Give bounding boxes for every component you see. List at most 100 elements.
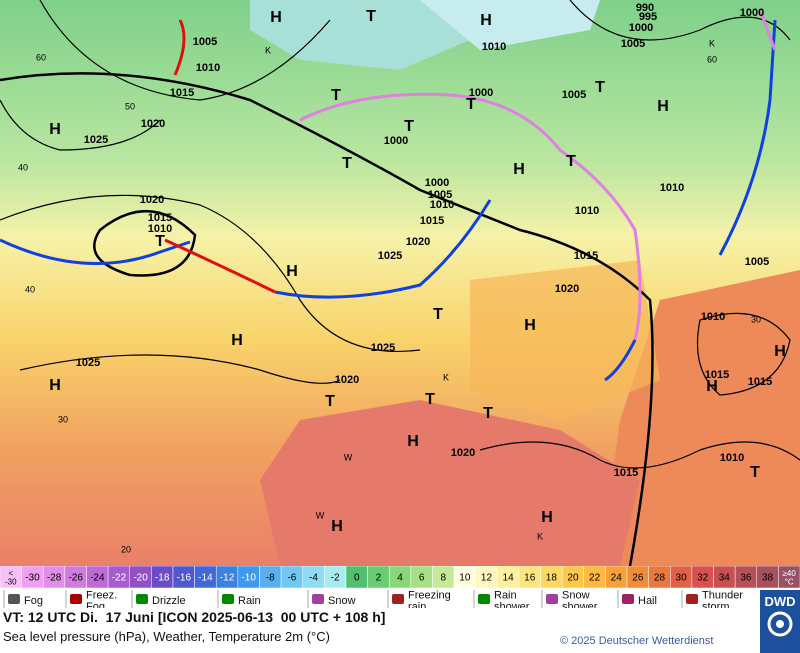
pressure-center: H (657, 98, 669, 115)
scale-label: -26 (68, 573, 83, 584)
scale-label: -14 (198, 573, 213, 584)
scale-label: -22 (112, 573, 127, 584)
scale-label: -24 (90, 573, 105, 584)
isobar-label: 1010 (148, 223, 172, 235)
fronts (0, 9, 777, 382)
cold-area (420, 0, 600, 50)
scale-label: 30 (676, 573, 688, 584)
copyright: © 2025 Deutscher Wetterdienst (560, 635, 714, 647)
legend-symbol (312, 594, 324, 604)
pressure-center: H (286, 263, 298, 280)
map-note: W (316, 510, 325, 520)
scale-label: 20 (567, 573, 579, 584)
isobar-label: 1025 (378, 250, 402, 262)
pressure-center: H (541, 509, 553, 526)
pressure-center: H (513, 161, 525, 178)
scale-label: -20 (133, 573, 148, 584)
legend-symbol (392, 594, 404, 604)
isobar-label: 1000 (469, 87, 493, 99)
legend-label: Hail (638, 595, 657, 607)
isobars (0, 0, 800, 567)
pressure-center: T (366, 8, 376, 25)
pressure-center: T (331, 87, 341, 104)
map-note: W (344, 452, 353, 462)
info: VT: 12 UTC Di. 17 Juni [ICON 2025-06-13 … (0, 608, 760, 653)
map-note: K (443, 372, 449, 382)
pressure-center: H (231, 332, 243, 349)
map-note: 30 (751, 314, 761, 324)
legend-symbol (222, 594, 234, 604)
isobar-label: 1010 (701, 311, 725, 323)
scale-label: -6 (287, 573, 296, 584)
pressure-center: T (342, 155, 352, 172)
scale-label: -10 (241, 573, 256, 584)
isobar-label: 1005 (193, 36, 217, 48)
map-note: K (709, 38, 715, 48)
legend-symbol (622, 594, 634, 604)
scale-label: 16 (524, 573, 536, 584)
isobar-label: 1005 (428, 189, 452, 201)
legend-symbol (686, 594, 698, 604)
scale-label: 4 (397, 573, 403, 584)
pressure-center: T (595, 79, 605, 96)
warm-area (260, 400, 640, 566)
map-note: 60 (707, 54, 717, 64)
isobar-label: 1015 (748, 376, 772, 388)
pressure-center: T (404, 118, 414, 135)
legend-label: Snow (328, 595, 356, 607)
scale-label: 24 (611, 573, 623, 584)
isobar-label: 1000 (740, 7, 764, 19)
legend-label: Fog (24, 595, 43, 607)
scale-label: 10 (459, 573, 471, 584)
scale-label: -16 (177, 573, 192, 584)
isobar-label: 1015 (705, 369, 729, 381)
map-note: 40 (25, 284, 35, 294)
scale-label: ≥40 °C (783, 569, 797, 586)
scale-label: 26 (632, 573, 644, 584)
isobar-label: 1010 (482, 41, 506, 53)
pressure-center: H (331, 518, 343, 535)
isobar-label: 1000 (629, 22, 653, 34)
pressure-center: T (155, 233, 165, 250)
scale-label: 28 (654, 573, 666, 584)
pressure-center: T (750, 464, 760, 481)
scale-label: 12 (481, 573, 493, 584)
scale-label: < -30 (5, 569, 17, 586)
scale-label: 8 (440, 573, 446, 584)
scale-label: 0 (354, 573, 360, 584)
isobar-label: 1010 (720, 452, 744, 464)
subtitle: Sea level pressure (hPa), Weather, Tempe… (3, 629, 330, 644)
legend-bar: < -30 -30 -28 -26 -24 -22 -20 -18 -16 -14 -12 -10 -8-… (0, 566, 800, 610)
legend-symbol (70, 594, 82, 604)
isobar-label: 995 (639, 11, 657, 23)
valid-time: VT: 12 UTC Di. 17 Juni [ICON 2025-06-13 … (3, 609, 386, 625)
scale-label: 14 (503, 573, 515, 584)
legend-symbol (478, 594, 490, 604)
isobar-label: 1015 (614, 467, 638, 479)
pressure-center: T (433, 306, 443, 323)
pressure-center: T (425, 391, 435, 408)
isobar-label: 1025 (76, 357, 100, 369)
pressure-center: H (49, 121, 61, 138)
pressure-center: H (270, 9, 282, 26)
map-note: 30 (58, 414, 68, 424)
map-note: 40 (18, 162, 28, 172)
pressure-center: H (524, 317, 536, 334)
isobar-label: 1000 (384, 135, 408, 147)
legend-symbol (546, 594, 558, 604)
legend-background (0, 589, 760, 610)
weather-map: 10051010101510201025H102010151010TH1025H… (0, 0, 800, 567)
isobar-label: 1010 (575, 205, 599, 217)
logo: DWD (760, 590, 800, 653)
isobar-label: 1020 (406, 236, 430, 248)
isobar-label: 1015 (148, 212, 172, 224)
pressure-center: T (466, 96, 476, 113)
pressure-center: H (774, 343, 786, 360)
pressure-center: T (566, 153, 576, 170)
scale-label: 2 (376, 573, 382, 584)
legend-label: Snow shower (562, 589, 598, 610)
logo-icon (767, 611, 793, 637)
scale-label: 34 (719, 573, 731, 584)
isobar-label: 1005 (745, 256, 769, 268)
